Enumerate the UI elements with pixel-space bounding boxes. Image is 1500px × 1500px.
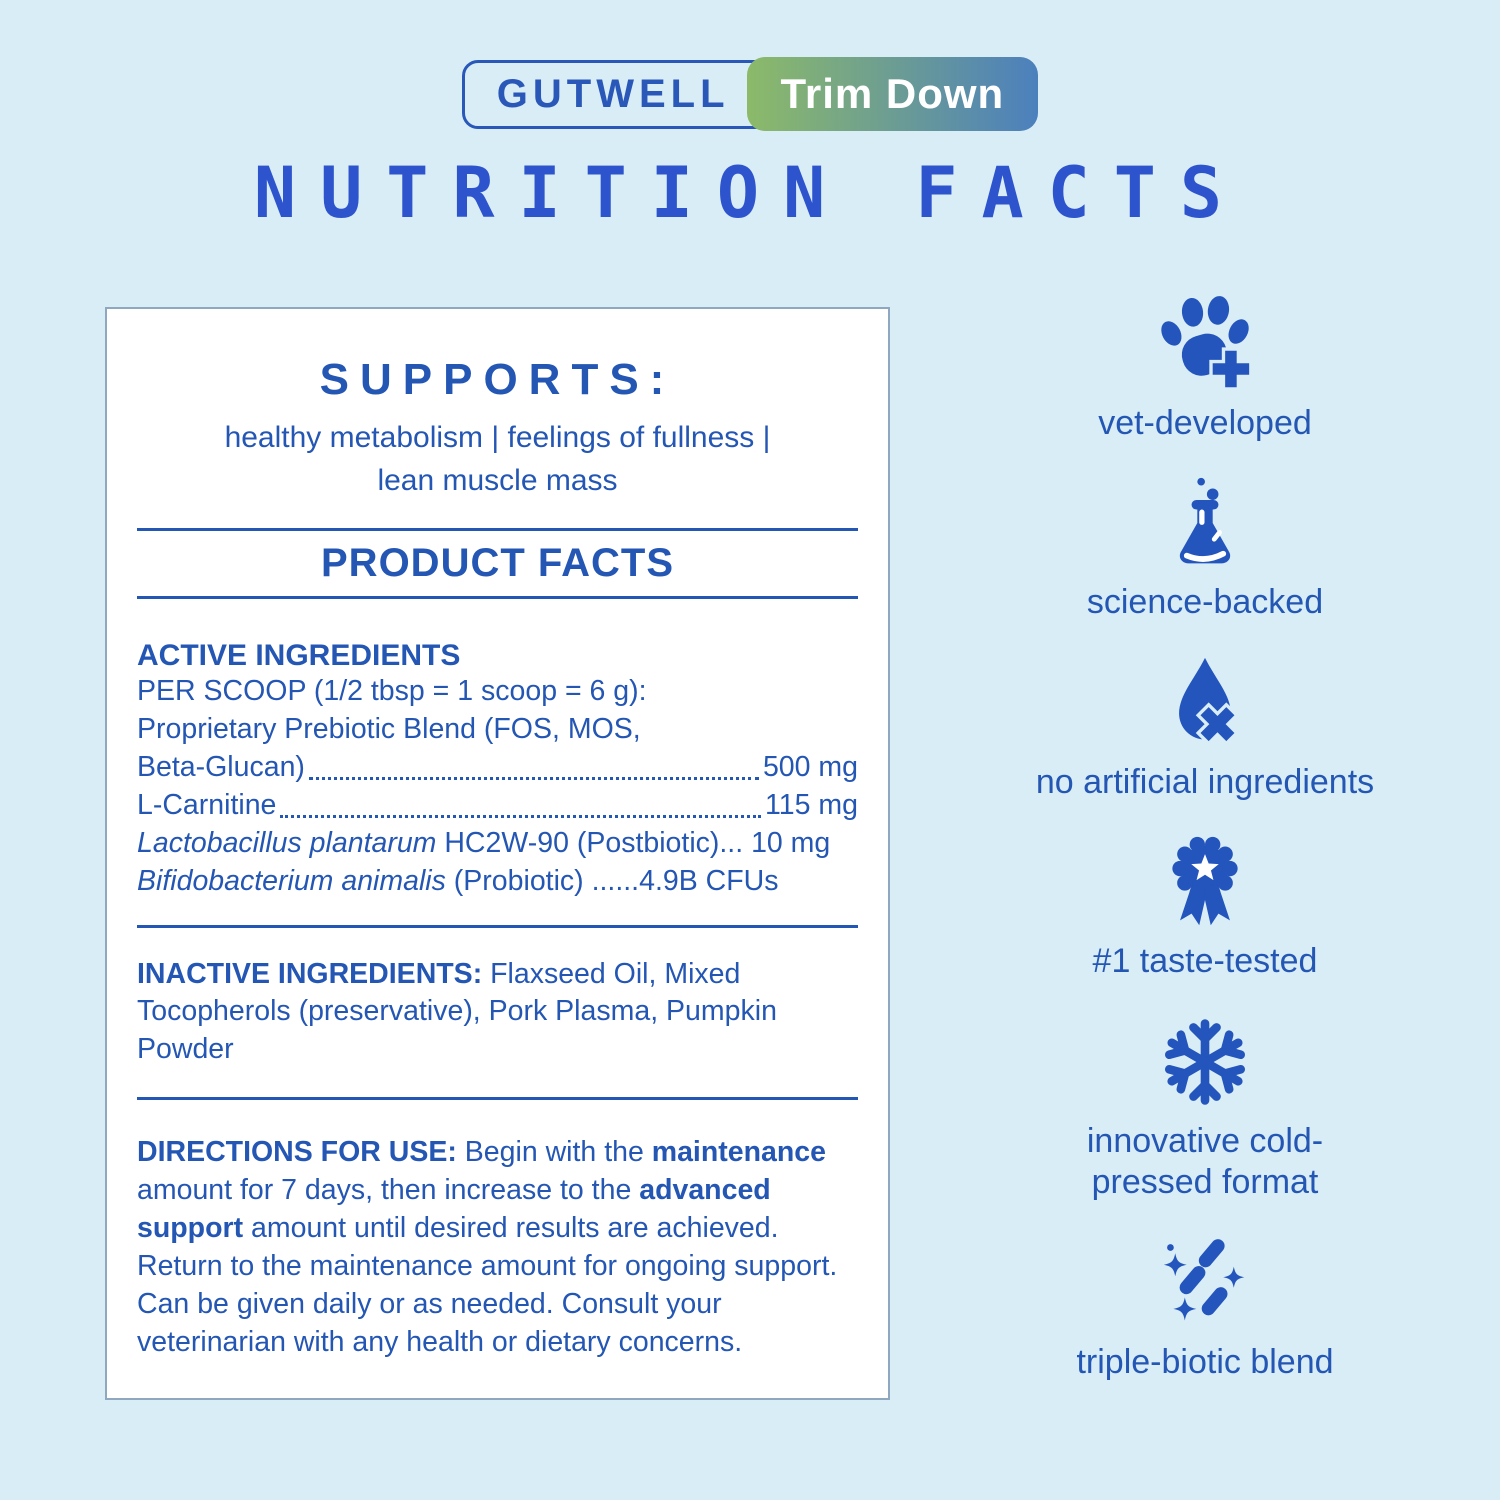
divider (137, 528, 858, 532)
inactive-ingredients: INACTIVE INGREDIENTS: Flaxseed Oil, Mixe… (137, 957, 777, 1066)
dotted-leader (280, 814, 762, 818)
feature-label: innovative cold-pressed format (1086, 1121, 1324, 1202)
ingredient-row: L-Carnitine 115 mg (137, 788, 858, 821)
droplet-x-icon (1179, 657, 1240, 746)
feature-label: science-backed (1086, 583, 1324, 622)
divider (137, 596, 858, 600)
page-title: NUTRITION FACTS (253, 152, 1247, 234)
flask-icon (1179, 478, 1231, 564)
brand-name: GUTWELL (496, 71, 730, 116)
feature-label: triple-biotic blend (1076, 1342, 1334, 1381)
divider (137, 924, 858, 928)
ingredient-row: Proprietary Prebiotic Blend (FOS, MOS, (137, 713, 641, 746)
active-ingredients-heading: ACTIVE INGREDIENTS (137, 639, 461, 673)
supports-heading: SUPPORTS: (319, 355, 676, 404)
ingredient-row: Lactobacillus plantarum HC2W-90 (Postbio… (137, 826, 831, 859)
brand-logo: GUTWELL Trim Down (0, 57, 1500, 131)
feature-vet-developed: vet-developed (1098, 296, 1312, 444)
product-variant-pill: Trim Down (746, 57, 1039, 131)
award-ribbon-icon (1172, 837, 1238, 926)
feature-science-backed: science-backed (1087, 475, 1323, 623)
product-facts-card: SUPPORTS: healthy metabolism | feelings … (105, 307, 890, 1400)
benefits-column: vet-developed science-backed (935, 296, 1475, 1383)
divider (137, 1097, 858, 1101)
supports-benefits: healthy metabolism | feelings of fullnes… (224, 421, 771, 497)
feature-taste-tested: #1 taste-tested (1092, 834, 1318, 982)
feature-label: no artificial ingredients (1035, 762, 1375, 801)
per-scoop-line: PER SCOOP (1/2 tbsp = 1 scoop = 6 g): (137, 675, 647, 708)
directions-for-use: DIRECTIONS FOR USE: Begin with the maint… (137, 1136, 838, 1358)
product-variant-name: Trim Down (780, 70, 1005, 117)
brand-name-box: GUTWELL (461, 59, 797, 129)
ingredient-row: Bifidobacterium animalis (Probiotic) ...… (137, 864, 779, 897)
snowflake-icon (1164, 1019, 1246, 1105)
bacteria-sparkle-icon (1163, 1238, 1245, 1321)
product-facts-heading: PRODUCT FACTS (321, 541, 674, 586)
feature-triple-biotic: triple-biotic blend (1076, 1235, 1334, 1383)
feature-no-artificial: no artificial ingredients (1036, 655, 1374, 803)
dotted-leader (308, 776, 759, 780)
feature-cold-pressed: innovative cold-pressed format (1033, 1014, 1378, 1204)
ingredient-row: Beta-Glucan) 500 mg (137, 750, 858, 783)
paw-plus-icon (1161, 296, 1253, 391)
feature-label: vet-developed (1098, 404, 1312, 442)
feature-label: #1 taste-tested (1092, 942, 1318, 981)
